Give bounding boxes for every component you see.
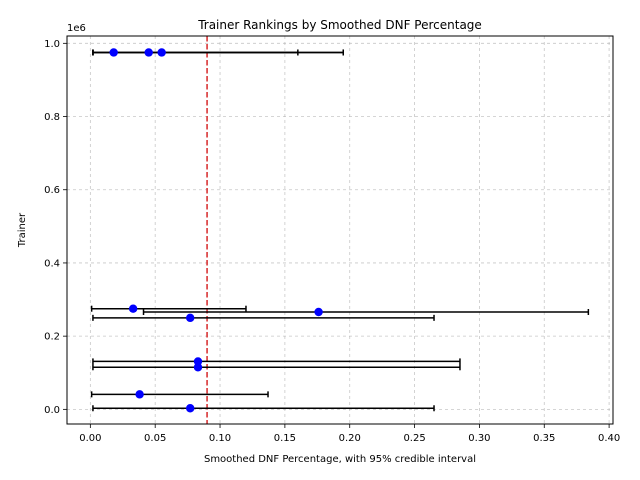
- x-tick-label: 0.35: [533, 433, 555, 444]
- y-tick-label: 0.4: [44, 258, 60, 269]
- y-offset-label: 1e6: [67, 23, 86, 34]
- data-point: [135, 390, 144, 399]
- grid: [67, 36, 613, 424]
- data-point: [314, 307, 323, 317]
- data-point: [144, 48, 153, 57]
- x-axis-label: Smoothed DNF Percentage, with 95% credib…: [204, 454, 476, 465]
- y-tick-label: 1.0: [44, 39, 60, 50]
- x-tick-label: 0.20: [339, 433, 361, 444]
- y-tick-label: 0.2: [44, 332, 60, 343]
- x-tick-label: 0.40: [598, 433, 620, 444]
- x-ticks: 0.00 0.05 0.10 0.15 0.20 0.25 0.30 0.35 0.40: [79, 424, 620, 444]
- chart-title: Trainer Rankings by Smoothed DNF Percent…: [197, 18, 482, 32]
- x-tick-label: 0.30: [468, 433, 490, 444]
- x-tick-label: 0.15: [274, 433, 296, 444]
- data-point: [193, 363, 203, 372]
- x-tick-label: 0.00: [79, 433, 101, 444]
- y-tick-label: 0.8: [44, 112, 60, 123]
- data-point: [186, 404, 195, 413]
- y-tick-label: 0.0: [44, 405, 60, 416]
- plot-frame: [66, 35, 614, 425]
- data-point: [109, 48, 118, 57]
- x-tick-label: 0.05: [144, 433, 166, 444]
- y-axis-label: Trainer: [17, 212, 28, 248]
- data-points: [109, 48, 323, 413]
- x-tick-label: 0.25: [403, 433, 425, 444]
- x-tick-label: 0.10: [209, 433, 231, 444]
- data-point: [128, 304, 138, 313]
- data-point: [157, 48, 166, 57]
- y-ticks: 0.0 0.2 0.4 0.6 0.8 1.0: [44, 39, 67, 416]
- data-point: [193, 357, 203, 366]
- errorbars: [90, 49, 590, 412]
- data-point: [186, 313, 195, 323]
- y-tick-label: 0.6: [44, 185, 60, 196]
